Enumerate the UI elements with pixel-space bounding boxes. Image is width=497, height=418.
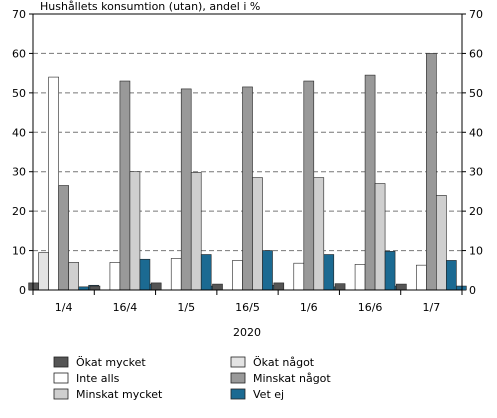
bar — [456, 285, 467, 291]
bar — [109, 262, 121, 291]
legend-swatch — [230, 388, 246, 400]
bar — [119, 80, 131, 291]
y-tick-label-left: 0 — [19, 284, 26, 297]
bar — [323, 254, 335, 291]
y-tick-label-right: 60 — [469, 47, 483, 60]
legend-swatch — [53, 356, 69, 368]
bar — [58, 185, 69, 291]
bar — [180, 88, 192, 291]
x-tick-label: 16/5 — [235, 301, 260, 314]
x-tick-label: 16/6 — [358, 301, 383, 314]
axes — [32, 13, 463, 291]
legend-swatch — [230, 356, 246, 368]
legend-swatch — [53, 388, 69, 400]
x-tick-label: 1/5 — [177, 301, 195, 314]
y-tick-label-left: 10 — [12, 245, 26, 258]
y-tick-label-left: 40 — [12, 126, 26, 139]
bar — [68, 262, 79, 291]
bar — [426, 53, 437, 291]
bars — [28, 53, 467, 291]
y-tick-label-left: 50 — [12, 87, 26, 100]
y-tick-label-right: 50 — [469, 87, 483, 100]
legend-swatch — [53, 372, 69, 384]
legend-label: Inte alls — [76, 372, 120, 385]
bar — [232, 260, 243, 291]
legend: Ökat mycket Ökat något Inte alls Minskat nå… — [53, 356, 331, 401]
y-tick-label-right: 0 — [469, 284, 476, 297]
bar — [374, 183, 386, 291]
bar — [252, 177, 263, 291]
bar — [262, 250, 273, 291]
bar — [334, 283, 346, 291]
bar — [48, 76, 59, 291]
bar — [212, 283, 223, 291]
y-tick-label-right: 30 — [469, 166, 483, 179]
bar — [436, 195, 447, 291]
chart-title: Hushållets konsumtion (utan), andel i % — [40, 0, 260, 13]
bar — [293, 262, 305, 291]
x-tick-label: 1/6 — [300, 301, 318, 314]
legend-swatch — [230, 372, 246, 384]
y-tick-label-right: 10 — [469, 245, 483, 258]
y-tick-label-left: 60 — [12, 47, 26, 60]
x-tick-label: 1/7 — [423, 301, 441, 314]
tick-labels: 0 0 10 10 20 20 30 30 40 40 50 50 60 60 70 70 1/4 16/4 1/5… — [12, 8, 483, 314]
bar — [89, 285, 101, 291]
bar — [139, 258, 151, 291]
bar — [396, 283, 407, 291]
bar — [242, 86, 253, 291]
bar — [446, 260, 457, 291]
y-tick-label-left: 20 — [12, 205, 26, 218]
y-tick-label-right: 40 — [469, 126, 483, 139]
legend-label: Minskat något — [253, 372, 331, 385]
gridlines — [29, 13, 466, 295]
y-tick-label-right: 20 — [469, 205, 483, 218]
bar — [28, 282, 39, 291]
x-axis-title: 2020 — [233, 326, 261, 339]
y-tick-label-left: 70 — [12, 8, 26, 21]
legend-label: Minskat mycket — [76, 388, 163, 401]
bar — [303, 80, 315, 291]
bar — [38, 252, 49, 291]
legend-label: Vet ej — [253, 388, 284, 401]
bar — [416, 264, 427, 291]
bar — [200, 254, 212, 291]
bar — [190, 172, 202, 291]
x-tick-label: 16/4 — [113, 301, 138, 314]
y-tick-label-left: 30 — [12, 166, 26, 179]
bar — [129, 171, 141, 291]
bar — [354, 264, 366, 291]
y-tick-label-right: 70 — [469, 8, 483, 21]
bar — [364, 74, 376, 291]
legend-label: Ökat mycket — [76, 356, 146, 369]
x-tick-label: 1/4 — [55, 301, 73, 314]
bar — [384, 251, 396, 291]
bar — [313, 177, 325, 291]
legend-label: Ökat något — [253, 356, 315, 369]
bar — [170, 258, 182, 291]
bar — [273, 282, 285, 291]
bar — [150, 282, 162, 291]
